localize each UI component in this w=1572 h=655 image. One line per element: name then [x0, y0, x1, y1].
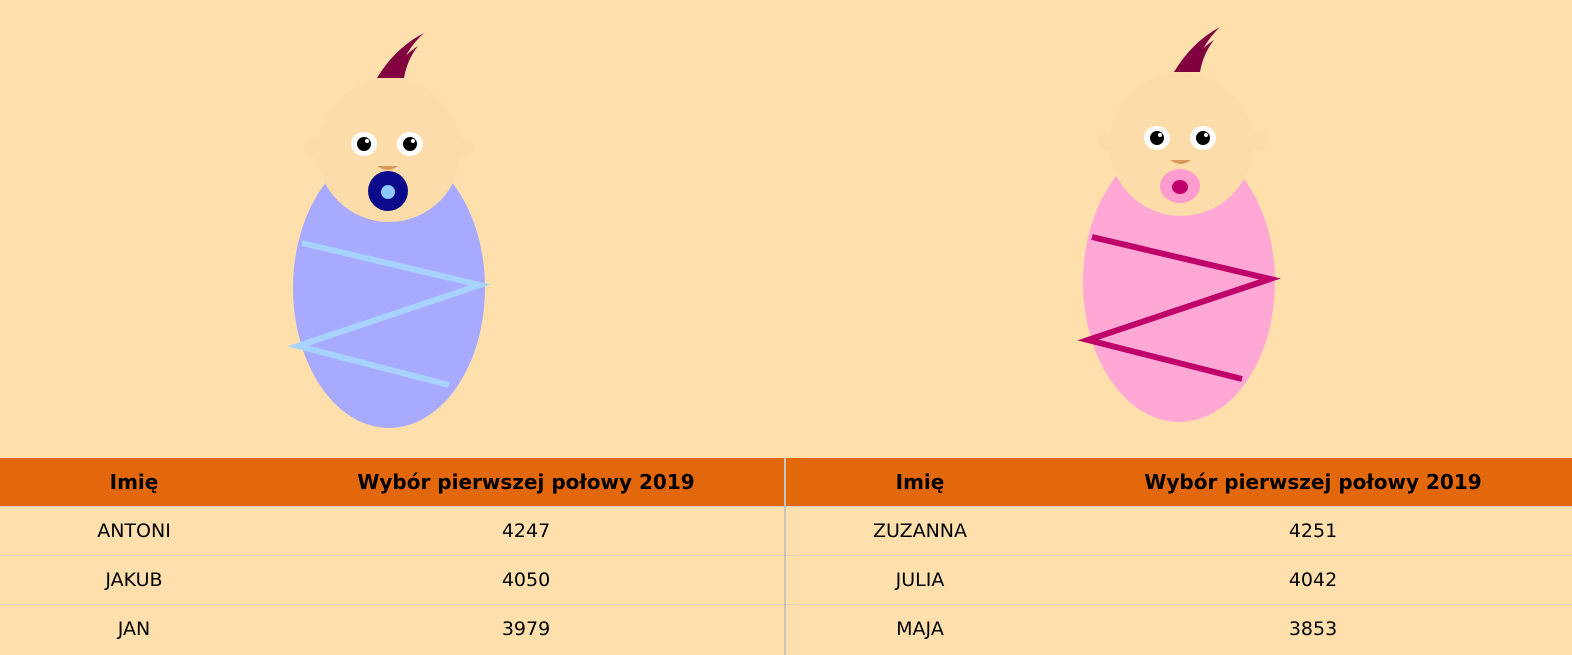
girls-count-header: Wybór pierwszej połowy 2019 [1054, 458, 1572, 507]
name-tables: Imię Wybór pierwszej połowy 2019 ANTONI … [0, 458, 1572, 655]
girl-nose [1170, 160, 1191, 164]
illustrations [287, 27, 1281, 428]
girls-table: Imię Wybór pierwszej połowy 2019 ZUZANNA… [786, 458, 1572, 653]
boy-name-cell: JAKUB [0, 555, 268, 605]
table-row: ANTONI 4247 [0, 506, 784, 556]
table-row: JULIA 4042 [786, 555, 1572, 605]
boy-head [317, 78, 461, 222]
table-row: JAN 3979 [0, 604, 784, 653]
girls-table-header-row: Imię Wybór pierwszej połowy 2019 [786, 458, 1572, 507]
girl-hair [1174, 27, 1220, 72]
table-row: JAKUB 4050 [0, 555, 784, 605]
baby-girl-illustration [1077, 27, 1281, 422]
boy-name-cell: ANTONI [0, 506, 268, 556]
girl-head [1109, 72, 1253, 216]
boys-table: Imię Wybór pierwszej połowy 2019 ANTONI … [0, 458, 784, 653]
girl-ear-right [1250, 131, 1268, 151]
boy-count-cell: 4050 [268, 555, 784, 605]
boys-name-header: Imię [0, 458, 268, 507]
girl-name-cell: ZUZANNA [786, 506, 1054, 556]
boy-name-cell: JAN [0, 604, 268, 653]
girls-name-header: Imię [786, 458, 1054, 507]
girl-count-cell: 4251 [1054, 506, 1572, 556]
boys-count-header: Wybór pierwszej połowy 2019 [268, 458, 784, 507]
boy-blanket-stripe [287, 240, 491, 388]
table-row: MAJA 3853 [786, 604, 1572, 653]
girl-name-cell: JULIA [786, 555, 1054, 605]
girl-name-cell: MAJA [786, 604, 1054, 653]
girls-table-panel: Imię Wybór pierwszej połowy 2019 ZUZANNA… [786, 458, 1572, 655]
boys-table-panel: Imię Wybór pierwszej połowy 2019 ANTONI … [0, 458, 786, 655]
girl-count-cell: 4042 [1054, 555, 1572, 605]
girl-count-cell: 3853 [1054, 604, 1572, 653]
baby-boy-illustration [287, 33, 491, 428]
boy-count-cell: 3979 [268, 604, 784, 653]
boy-hair [377, 33, 424, 78]
boy-nose [377, 166, 398, 170]
boys-table-header-row: Imię Wybór pierwszej połowy 2019 [0, 458, 784, 507]
boy-count-cell: 4247 [268, 506, 784, 556]
table-row: ZUZANNA 4251 [786, 506, 1572, 556]
girl-blanket-stripe [1077, 234, 1281, 382]
